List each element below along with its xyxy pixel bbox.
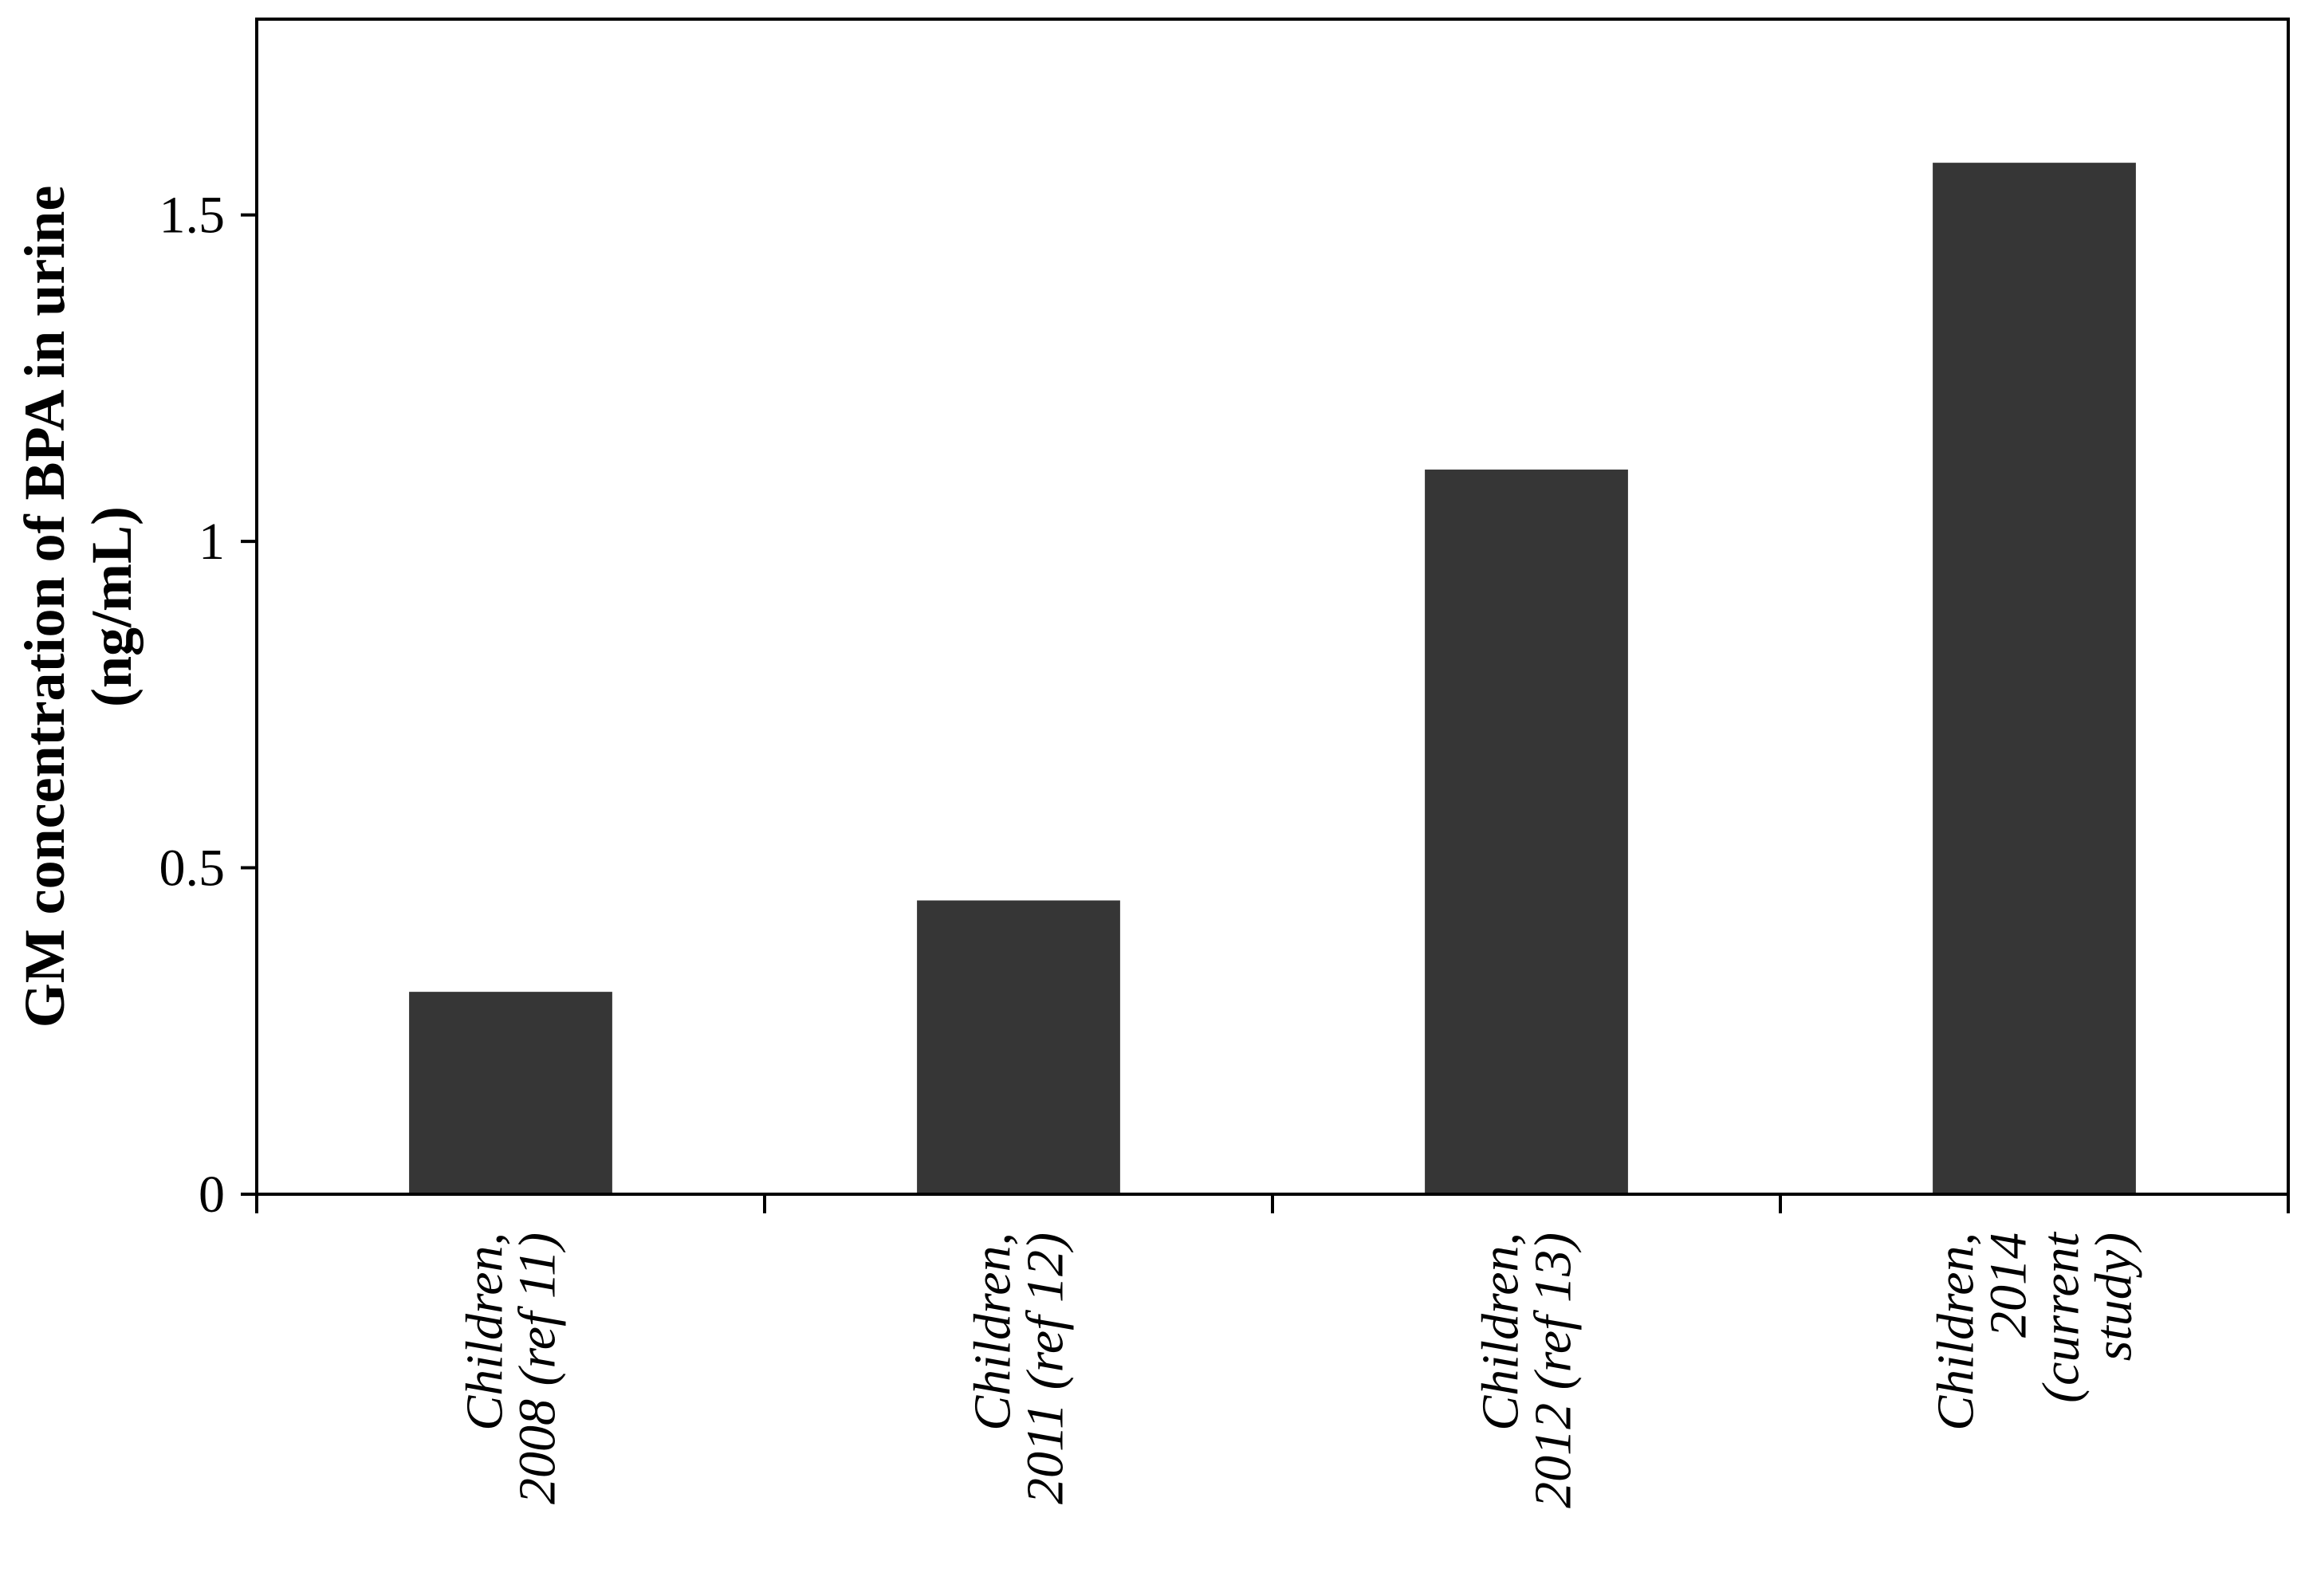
x-category-label: 2012 (ref 13) (1524, 1232, 1583, 1508)
bar-2 (917, 900, 1120, 1194)
bar-4 (1933, 163, 2136, 1195)
x-category-label: Children, (456, 1232, 514, 1431)
y-axis-title: GM concentration of BPA in urine (ng/mL) (13, 186, 144, 1028)
x-axis: Children,2008 (ref 11) Children,2011 (ref… (255, 1194, 2290, 1508)
bar-1 (409, 992, 612, 1194)
y-tick-label: 1.5 (159, 187, 226, 245)
x-category-label: 2008 (ref 11) (509, 1232, 567, 1504)
x-category-label: (current (2032, 1231, 2091, 1402)
y-axis-title-line: GM concentration of BPA in urine (13, 186, 77, 1028)
bars-group (409, 163, 2136, 1195)
y-tick-label: 0 (199, 1166, 225, 1224)
y-tick-label: 1 (199, 513, 225, 571)
x-category-label: Children, (964, 1232, 1022, 1431)
bar-3 (1425, 470, 1628, 1194)
x-category-label: Children, (1927, 1232, 1985, 1431)
x-category-label: study) (2085, 1232, 2143, 1361)
x-category-label: 2011 (ref 12) (1017, 1232, 1075, 1504)
y-axis: 0 0.5 1 1.5 (159, 187, 257, 1224)
x-category-label: 2014 (1980, 1232, 2038, 1338)
y-tick-label: 0.5 (159, 839, 226, 898)
y-axis-title-line: (ng/mL) (80, 506, 144, 707)
x-category-label: Children, (1472, 1232, 1530, 1431)
